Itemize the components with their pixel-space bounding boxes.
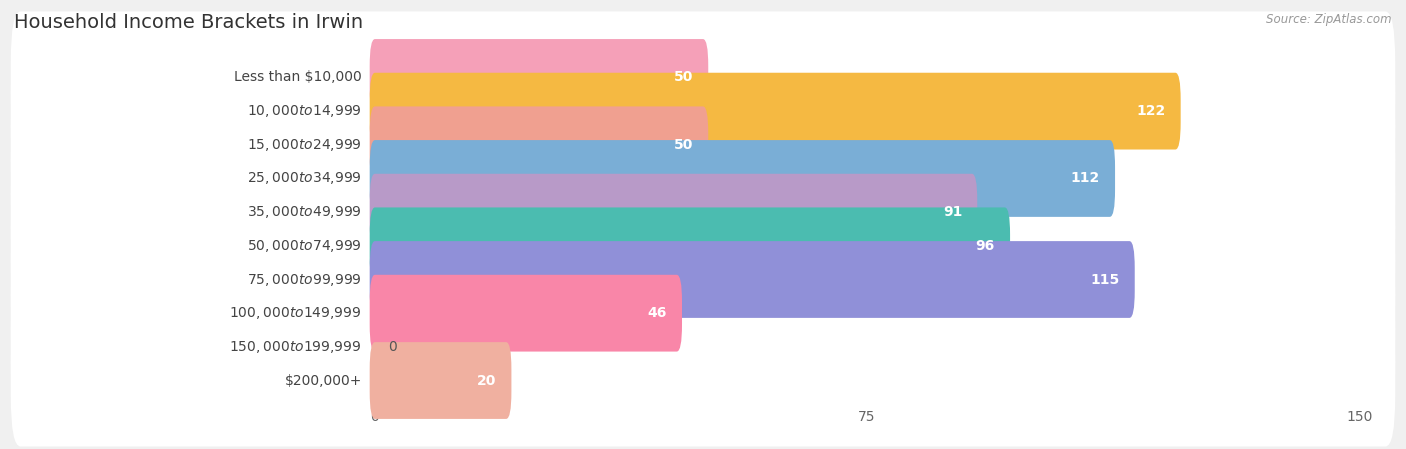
FancyBboxPatch shape — [370, 39, 709, 116]
FancyBboxPatch shape — [11, 213, 1395, 346]
Text: 96: 96 — [976, 239, 995, 253]
Text: $10,000 to $14,999: $10,000 to $14,999 — [247, 103, 361, 119]
FancyBboxPatch shape — [11, 180, 1395, 312]
Text: $50,000 to $74,999: $50,000 to $74,999 — [247, 238, 361, 254]
FancyBboxPatch shape — [11, 281, 1395, 413]
FancyBboxPatch shape — [11, 314, 1395, 446]
Text: 50: 50 — [673, 138, 693, 152]
Text: Less than $10,000: Less than $10,000 — [233, 70, 361, 84]
FancyBboxPatch shape — [11, 146, 1395, 278]
Text: 46: 46 — [648, 306, 666, 320]
FancyBboxPatch shape — [370, 241, 1135, 318]
Text: $75,000 to $99,999: $75,000 to $99,999 — [247, 272, 361, 287]
FancyBboxPatch shape — [370, 73, 1181, 150]
Text: $35,000 to $49,999: $35,000 to $49,999 — [247, 204, 361, 220]
FancyBboxPatch shape — [370, 275, 682, 352]
FancyBboxPatch shape — [370, 106, 709, 183]
FancyBboxPatch shape — [370, 342, 512, 419]
Text: 112: 112 — [1071, 172, 1099, 185]
Text: 91: 91 — [943, 205, 962, 219]
FancyBboxPatch shape — [11, 45, 1395, 177]
Text: Household Income Brackets in Irwin: Household Income Brackets in Irwin — [14, 13, 363, 32]
Text: $15,000 to $24,999: $15,000 to $24,999 — [247, 137, 361, 153]
Text: 20: 20 — [477, 374, 496, 387]
FancyBboxPatch shape — [11, 112, 1395, 244]
FancyBboxPatch shape — [11, 247, 1395, 379]
Text: $150,000 to $199,999: $150,000 to $199,999 — [229, 339, 361, 355]
Text: 50: 50 — [673, 70, 693, 84]
Text: Source: ZipAtlas.com: Source: ZipAtlas.com — [1267, 13, 1392, 26]
FancyBboxPatch shape — [11, 79, 1395, 211]
Text: 115: 115 — [1091, 273, 1119, 286]
FancyBboxPatch shape — [370, 174, 977, 251]
Text: $200,000+: $200,000+ — [284, 374, 361, 387]
FancyBboxPatch shape — [370, 207, 1010, 284]
Text: $100,000 to $149,999: $100,000 to $149,999 — [229, 305, 361, 321]
FancyBboxPatch shape — [370, 140, 1115, 217]
Text: $25,000 to $34,999: $25,000 to $34,999 — [247, 171, 361, 186]
FancyBboxPatch shape — [11, 11, 1395, 143]
Text: 0: 0 — [388, 340, 396, 354]
Text: 122: 122 — [1136, 104, 1166, 118]
